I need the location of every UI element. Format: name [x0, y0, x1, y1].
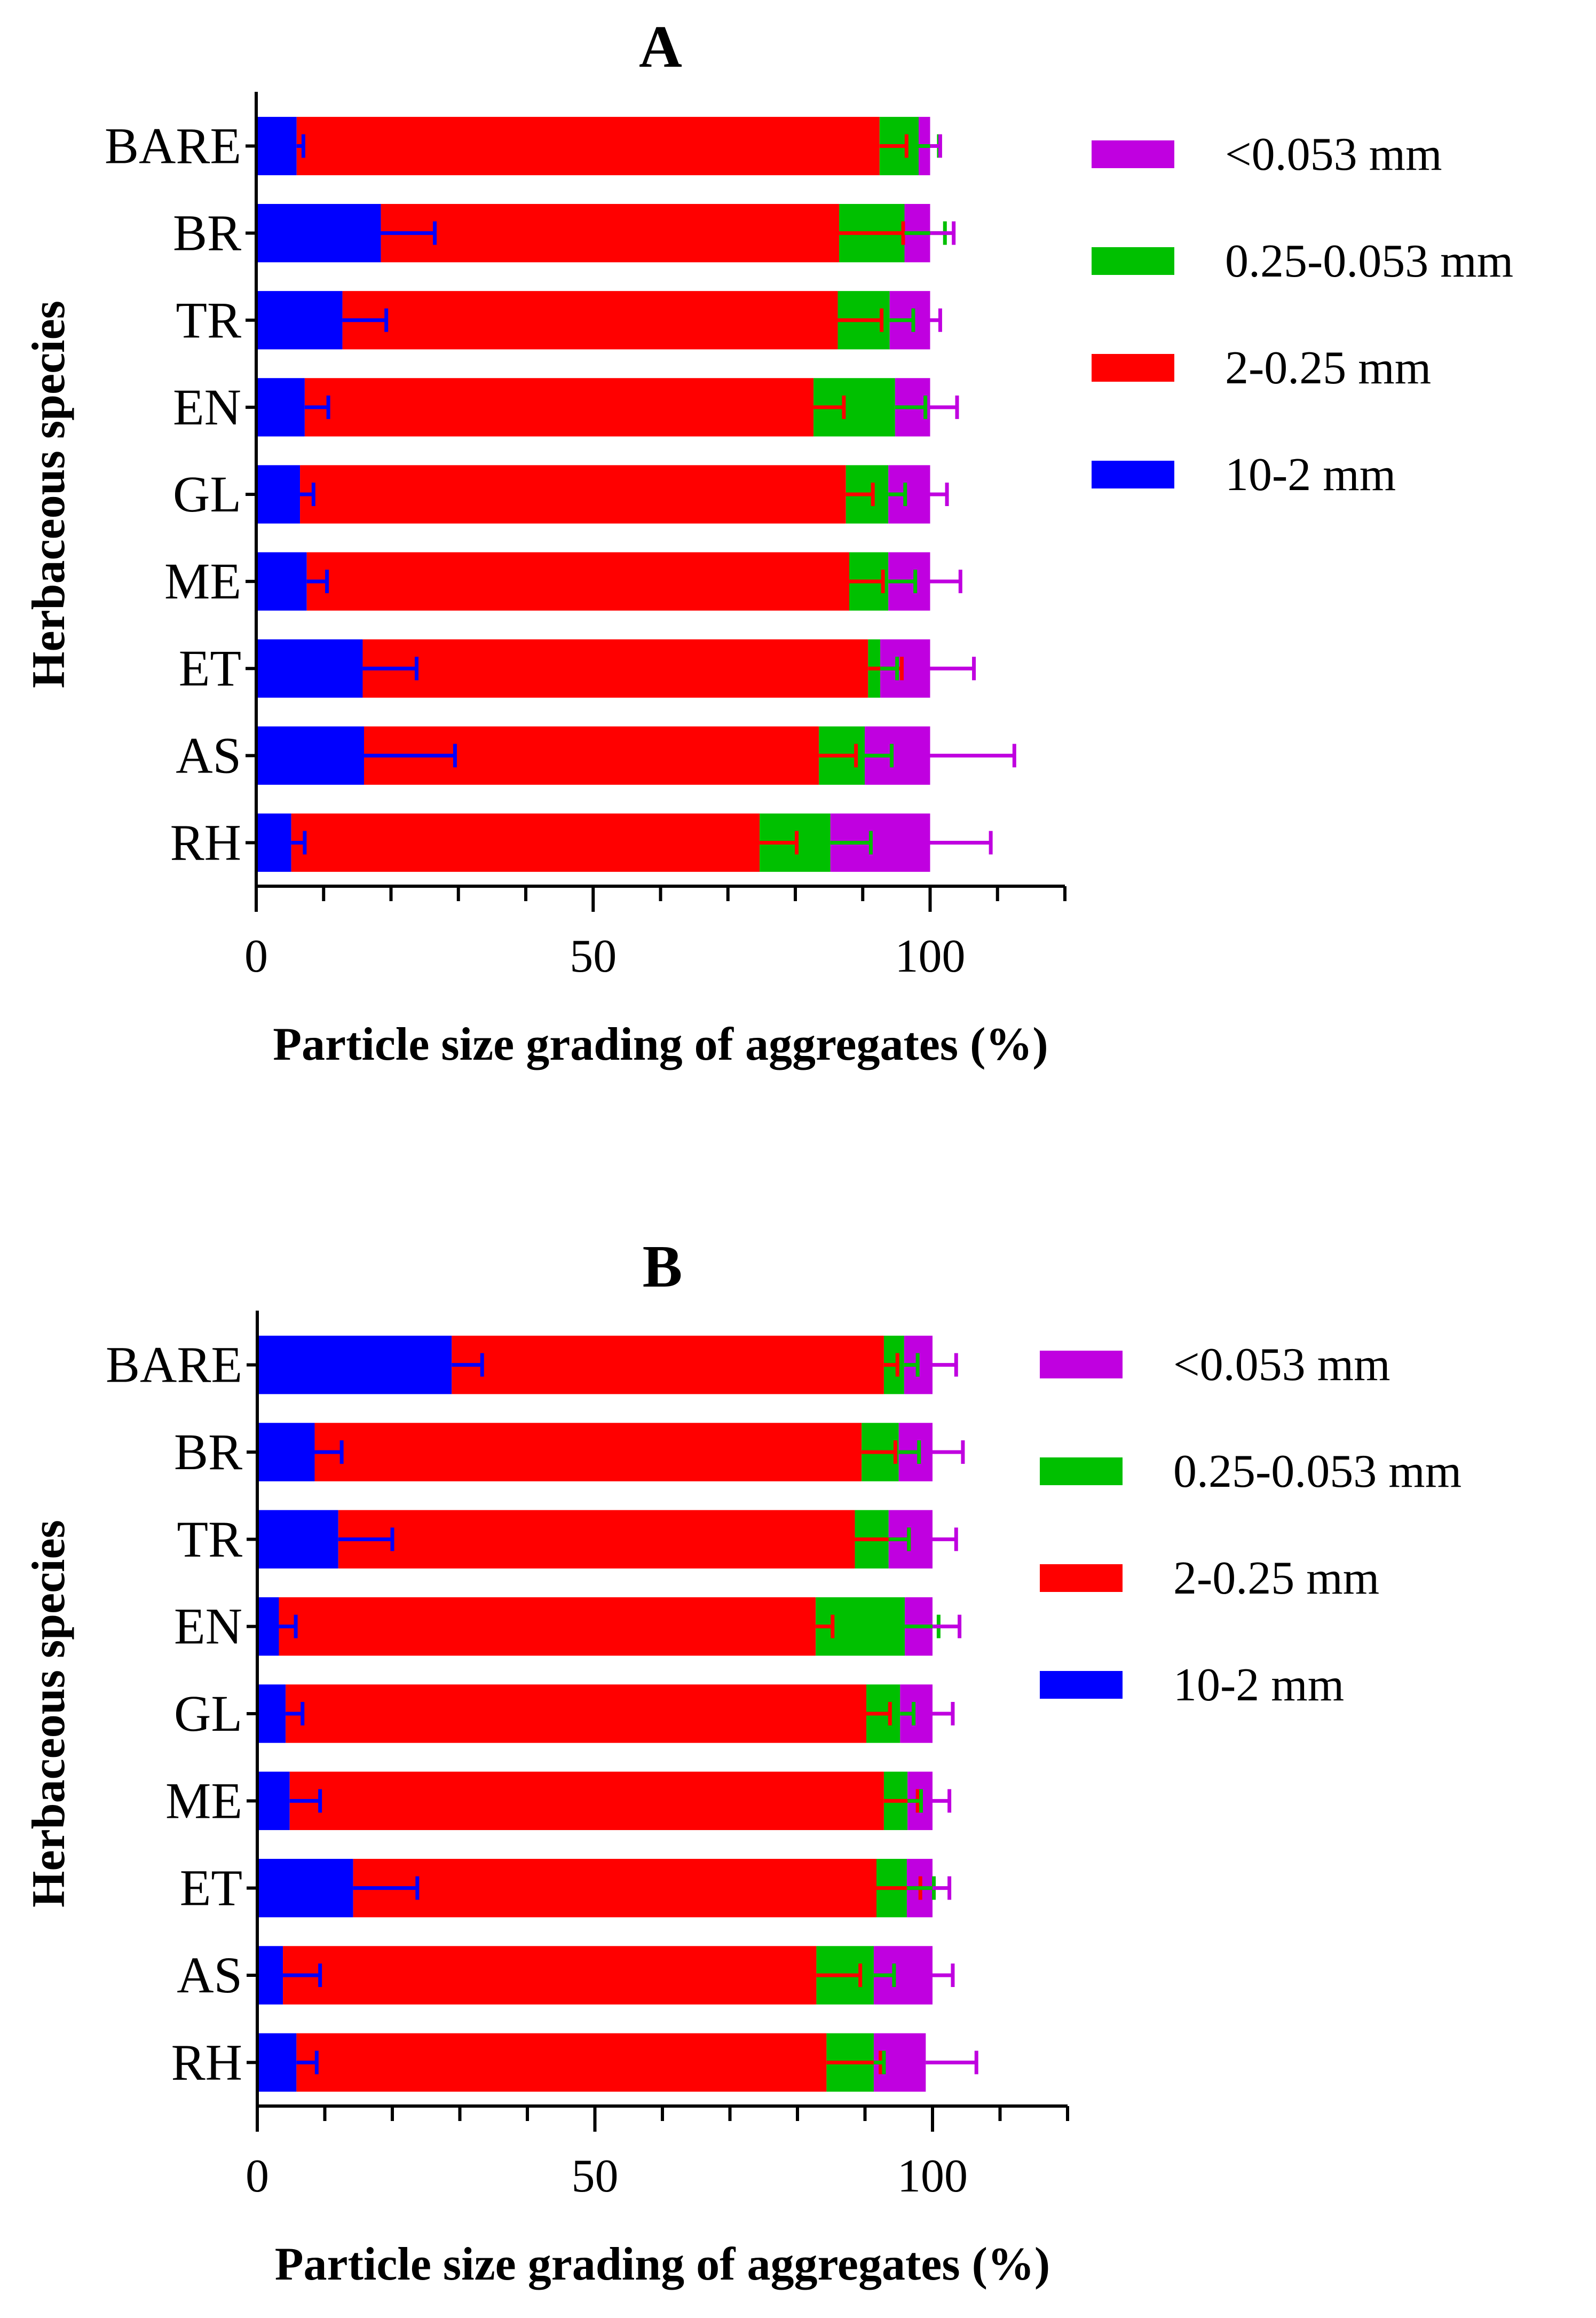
bar-en-10-2-mm — [256, 378, 305, 437]
bar-tr-2-0-25-mm — [342, 291, 838, 350]
category-label: RH — [171, 2033, 242, 2091]
bar-et-10-2-mm — [256, 639, 363, 698]
category-label: ET — [179, 640, 241, 697]
bar-bare-2-0-25-mm — [452, 1335, 884, 1394]
x-tick-label: 0 — [244, 931, 268, 982]
bar-gl-2-0-25-mm — [286, 1684, 867, 1743]
category-label: TR — [176, 291, 241, 349]
legend-swatch — [1040, 1457, 1123, 1485]
legend-swatch — [1040, 1351, 1123, 1378]
legend-swatch — [1092, 354, 1174, 382]
category-label: BR — [173, 204, 241, 262]
bar-en-10-2-mm — [257, 1597, 279, 1656]
legend-swatch — [1092, 140, 1174, 168]
bar-rh-10-2-mm — [256, 813, 291, 872]
category-label: AS — [176, 727, 241, 784]
category-label: BARE — [106, 1336, 242, 1393]
bar-me-2-0-25-mm — [289, 1771, 884, 1831]
bar-br-2-0-25-mm — [381, 204, 840, 263]
bar-bare-2-0-25-mm — [296, 116, 880, 176]
y-axis-title: Herbaceous species — [23, 301, 75, 688]
bar-tr-10-2-mm — [257, 1510, 338, 1569]
category-label: GL — [174, 1685, 242, 1742]
category-label: EN — [174, 1598, 242, 1655]
category-label: ME — [165, 1772, 242, 1829]
panel-title: B — [643, 1234, 683, 1300]
bar-br-10-2-mm — [257, 1423, 315, 1481]
bar-br-10-2-mm — [256, 204, 381, 263]
legend-label: <0.053 mm — [1225, 129, 1442, 180]
category-label: EN — [173, 379, 241, 436]
category-label: TR — [177, 1510, 242, 1567]
bar-rh-10-2-mm — [257, 2033, 297, 2092]
bar-rh-2-0-25-mm — [296, 2033, 827, 2092]
category-label: RH — [170, 814, 241, 871]
x-tick-label: 100 — [895, 931, 966, 982]
bar-et-10-2-mm — [257, 1858, 353, 1918]
category-label: GL — [173, 466, 241, 523]
legend-label: 0.25-0.053 mm — [1173, 1446, 1461, 1497]
bar-me-10-2-mm — [256, 552, 307, 611]
x-axis-title: Particle size grading of aggregates (%) — [275, 2238, 1050, 2290]
panel-b: B BARE BR TR EN GL ME ET AS RH 0 50 100 Particle size… — [23, 1234, 1461, 2290]
bar-as-10-2-mm — [256, 726, 364, 785]
bar-tr-10-2-mm — [256, 291, 343, 350]
legend-label: 10-2 mm — [1173, 1659, 1344, 1711]
legend-swatch — [1092, 247, 1174, 275]
bar-en-2-0-25-mm — [279, 1597, 816, 1656]
x-tick-label: 100 — [897, 2150, 968, 2202]
category-label: ET — [180, 1859, 242, 1917]
category-label: ME — [164, 553, 241, 610]
bar-en-2-0-25-mm — [304, 378, 814, 437]
bar-tr-2-0-25-mm — [338, 1510, 855, 1569]
legend-label: 10-2 mm — [1225, 449, 1396, 501]
bar-bare-10-2-mm — [256, 116, 297, 176]
panel-title: A — [639, 14, 682, 80]
legend-swatch — [1040, 1671, 1123, 1699]
legend-swatch — [1040, 1564, 1123, 1592]
x-tick-label: 50 — [572, 2150, 619, 2202]
category-label: AS — [177, 1946, 242, 2004]
bar-as-10-2-mm — [257, 1946, 283, 2005]
bar-rh-2-0-25-mm — [291, 813, 760, 872]
legend-label: <0.053 mm — [1173, 1339, 1390, 1391]
legend-swatch — [1092, 461, 1174, 488]
bar-et-2-0-25-mm — [362, 639, 868, 698]
legend-label: 2-0.25 mm — [1225, 342, 1431, 394]
legend-label: 2-0.25 mm — [1173, 1552, 1379, 1604]
category-label: BR — [174, 1423, 242, 1480]
bar-me-10-2-mm — [257, 1771, 290, 1831]
bar-bare-10-2-mm — [257, 1335, 452, 1394]
legend-label: 0.25-0.053 mm — [1225, 235, 1513, 287]
bar-et-2-0-25-mm — [353, 1858, 877, 1918]
bar-me-2-0-25-mm — [306, 552, 849, 611]
x-tick-label: 0 — [246, 2150, 269, 2202]
category-label: BARE — [105, 117, 241, 175]
panel-a: A BARE BR TR EN GL ME ET AS RH 0 50 100 Particle size… — [23, 14, 1513, 1070]
x-tick-label: 50 — [570, 931, 617, 982]
bar-br-2-0-25-mm — [314, 1423, 862, 1481]
bar-gl-10-2-mm — [256, 465, 301, 524]
bar-gl-2-0-25-mm — [300, 465, 846, 524]
x-axis-title: Particle size grading of aggregates (%) — [273, 1019, 1048, 1070]
y-axis-title: Herbaceous species — [23, 1520, 75, 1907]
bar-as-2-0-25-mm — [283, 1946, 817, 2005]
bar-gl-10-2-mm — [257, 1684, 286, 1743]
